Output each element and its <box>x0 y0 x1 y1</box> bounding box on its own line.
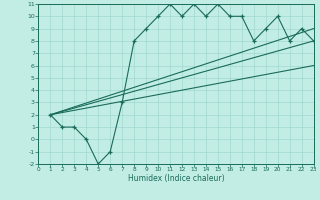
X-axis label: Humidex (Indice chaleur): Humidex (Indice chaleur) <box>128 174 224 183</box>
